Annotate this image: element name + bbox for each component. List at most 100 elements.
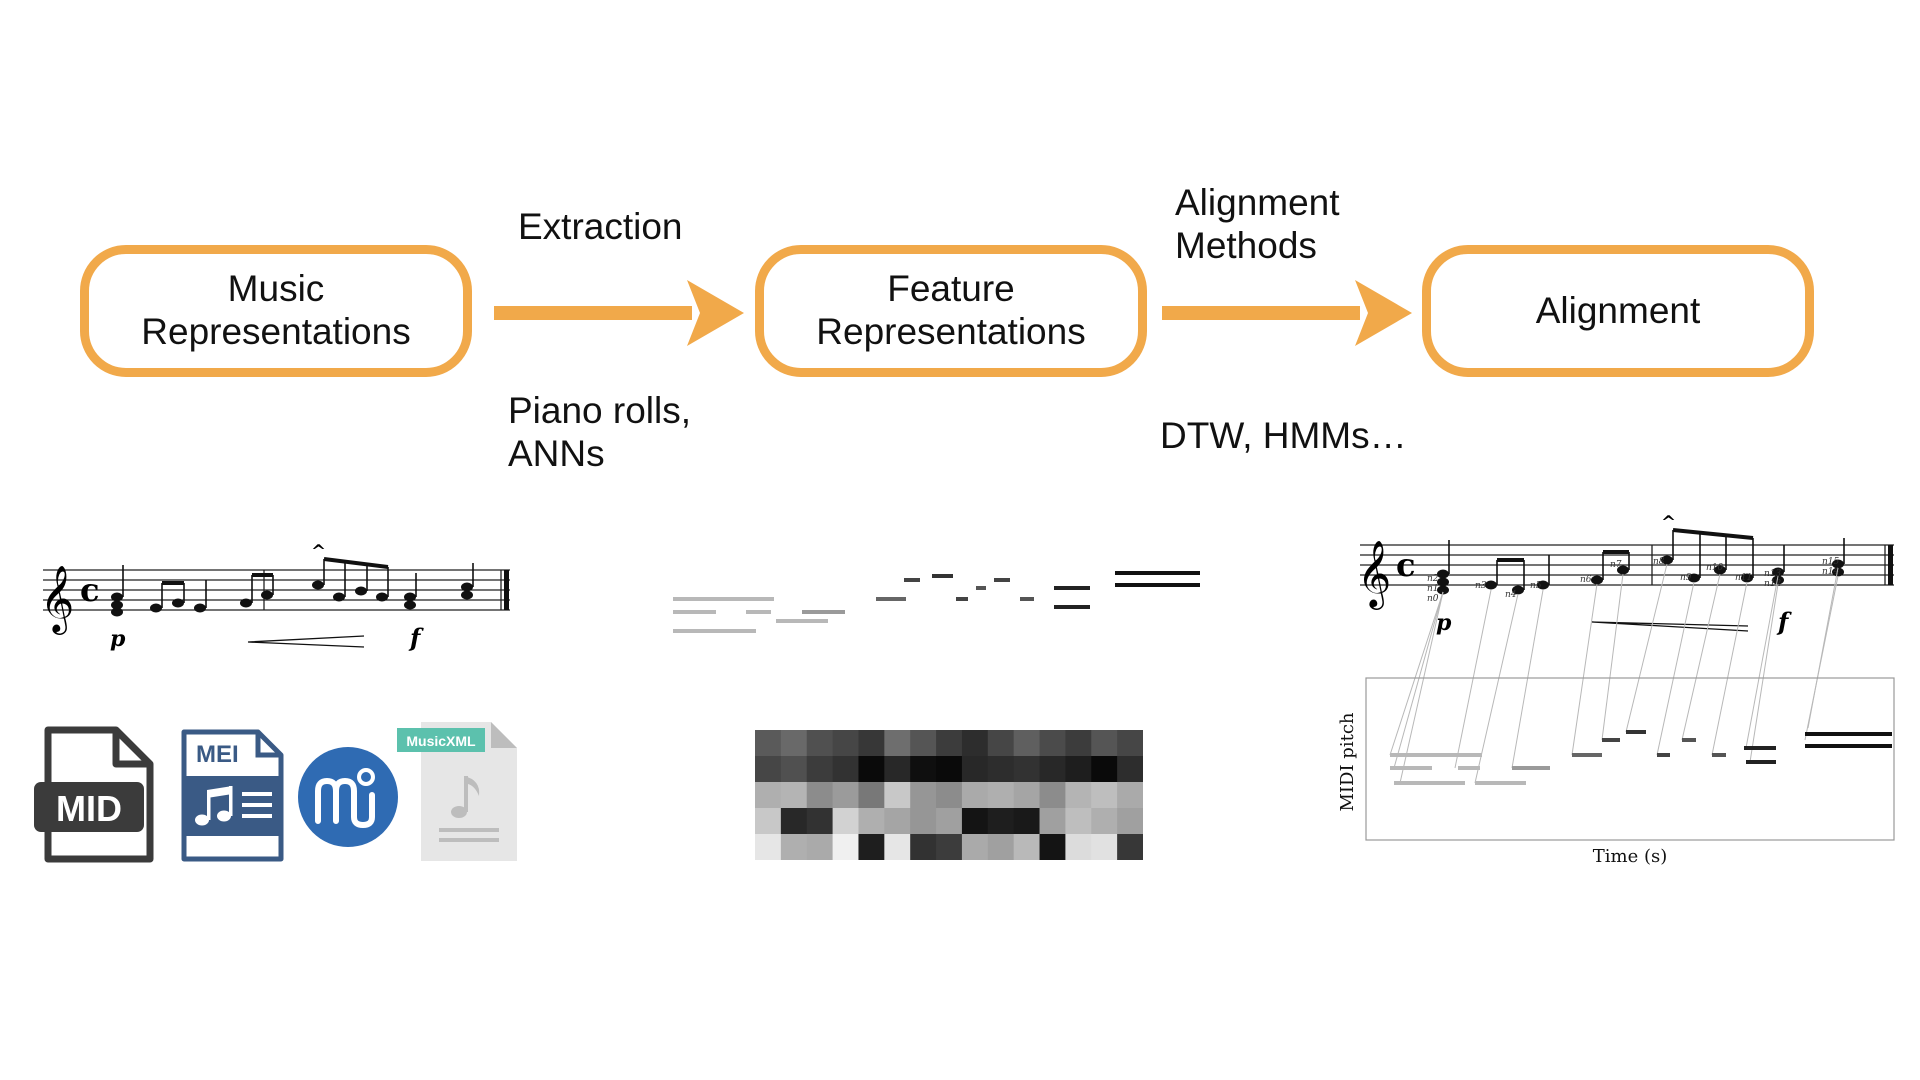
matrix-cell [936,782,963,809]
matrix-cell [755,834,782,860]
label-line: Alignment [1175,182,1340,223]
matrix-cell [832,756,859,783]
stage-alignment: Alignment [1422,245,1814,377]
note-label: n8 [1653,557,1665,567]
accent-mark: ^ [311,541,326,562]
matrix-cell [806,730,834,757]
matrix-cell [1065,756,1092,783]
matrix-cell [806,756,834,783]
mei-file-icon: MEI [181,729,284,862]
matrix-cell [961,756,989,783]
matrix-cell [936,834,963,860]
matrix-cell [1065,808,1092,835]
note-label: n15 [1822,557,1840,567]
matrix-cell [1013,782,1041,809]
matrix-cell [1013,756,1041,783]
note-label: n11 [1735,573,1752,583]
piano-roll [673,571,1200,633]
matrix-cell [1091,756,1118,783]
crescendo-hairpin [247,635,365,648]
matrix-cell [858,782,885,809]
mei-label: MEI [196,741,239,768]
note-label: n13 [1764,569,1782,579]
stage-music-representations: Music Representations [80,245,472,377]
matrix-cell [832,782,859,809]
label-line: ANNs [508,432,605,474]
label-line: Methods [1175,224,1317,266]
matrix-cell [910,808,937,835]
matrix-cell [910,782,937,809]
stage-feature-representations: Feature Representations [755,245,1147,377]
matrix-cell [910,756,937,783]
note-label: n12 [1764,579,1782,589]
matrix-cell [780,756,808,783]
crescendo-hairpin [1591,621,1749,632]
matrix-cell [1039,834,1066,860]
note-label: n9 [1680,573,1692,583]
music-score: 𝄞 c ^ p f [40,541,510,652]
note-label: n1 [1427,584,1439,594]
label-piano-rolls: Piano rolls, ANNs [508,390,691,475]
matrix-cell [1117,756,1143,783]
matrix-cell [1039,756,1066,783]
matrix-cell [910,730,937,757]
matrix-cell [936,808,963,835]
matrix-cell [961,730,989,757]
note-label: n0 [1427,594,1439,604]
matrix-cell [780,808,808,835]
matrix-cell [858,808,885,835]
matrix-cell [987,730,1015,757]
matrix-cell [755,730,782,757]
note-label: n6 [1580,575,1592,585]
matrix-cell [806,782,834,809]
matrix-cell [936,730,963,757]
matrix-cell [1117,834,1143,860]
matrix-cell [1117,808,1143,835]
matrix-cell [884,834,911,860]
matrix-cell [1013,808,1041,835]
matrix-cell [884,756,911,783]
matrix-cell [780,782,808,809]
accent-mark: ^ [1661,512,1676,533]
matrix-cell [936,756,963,783]
treble-clef: 𝄞 [1357,539,1391,610]
musescore-icon: mu [298,747,398,848]
matrix-cell [987,782,1015,809]
matrix-cell [780,730,808,757]
matrix-cell [832,808,859,835]
note-label: n4 [1505,590,1517,600]
dynamic-piano: p [110,626,126,652]
arrow-alignment-methods [1162,280,1412,346]
matrix-cell [1091,782,1118,809]
musescore-label: mu [347,846,349,848]
matrix-cell [961,808,989,835]
dynamic-piano: p [1436,610,1452,636]
matrix-cell [832,730,859,757]
matrix-cell [1091,808,1118,835]
matrix-cell [1039,782,1066,809]
treble-clef: 𝄞 [40,564,74,635]
label-extraction: Extraction [518,206,683,247]
matrix-cell [755,808,782,835]
matrix-cell [755,756,782,783]
matrix-cell [1013,730,1041,757]
matrix-cell [832,834,859,860]
matrix-cell [987,756,1015,783]
matrix-cell [987,834,1015,860]
feature-matrix [755,730,1143,860]
matrix-cell [1065,834,1092,860]
stage-label-line: Feature [887,268,1015,310]
matrix-cell [1091,730,1118,757]
musicxml-file-icon: MusicXML [397,722,517,861]
matrix-cell [910,834,937,860]
matrix-cell [858,834,885,860]
matrix-cell [780,834,808,860]
matrix-cell [755,782,782,809]
matrix-cell [858,730,885,757]
matrix-cell [1065,730,1092,757]
matrix-cell [987,808,1015,835]
note-label: n3 [1475,581,1487,591]
note-label: n10 [1706,563,1724,573]
label-dtw-hmms: DTW, HMMs… [1160,415,1407,456]
